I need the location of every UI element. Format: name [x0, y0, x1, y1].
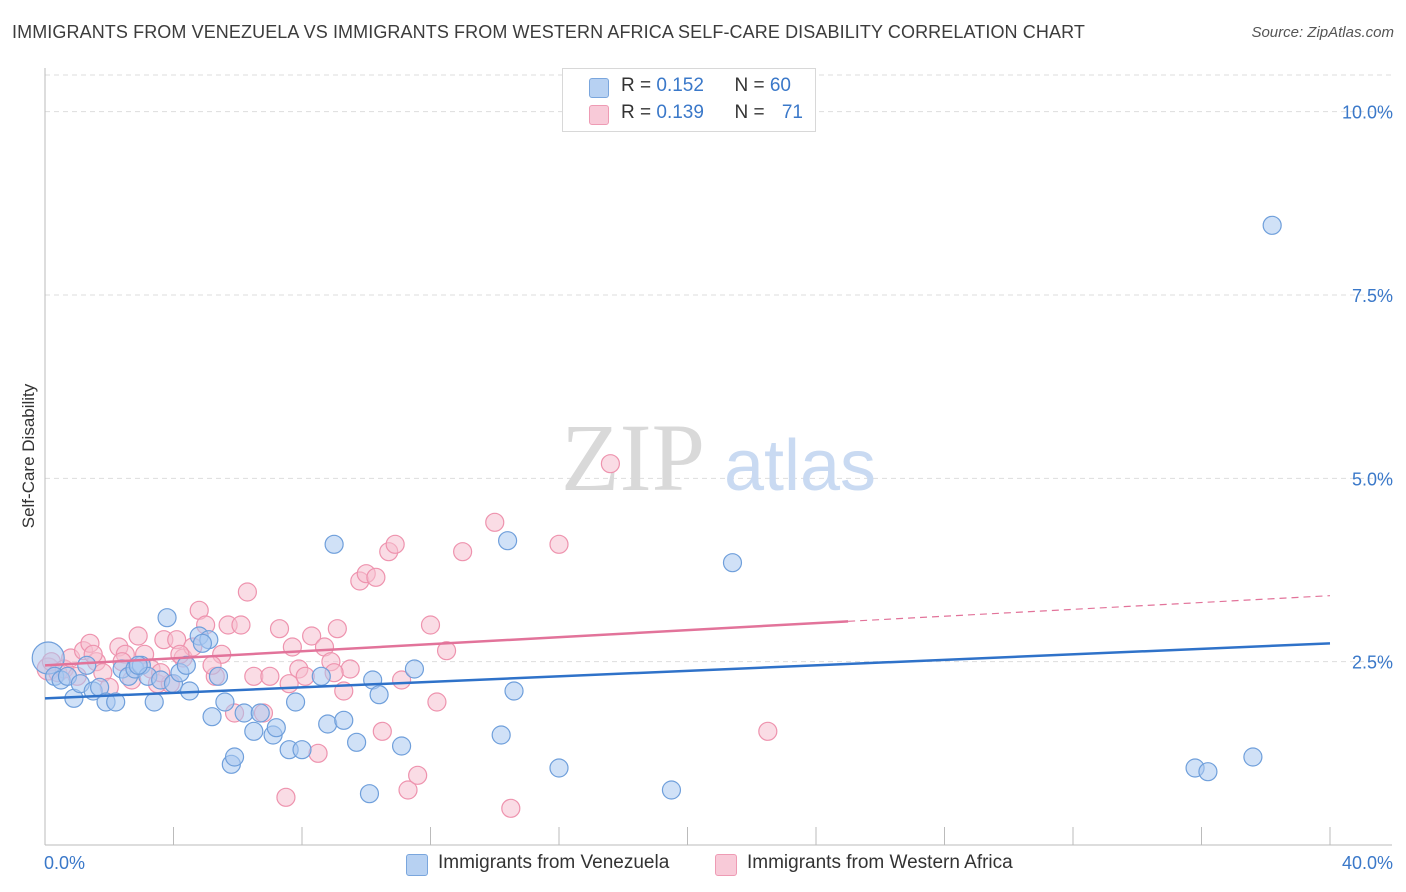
bottom-legend-swatch-venezuela	[406, 854, 428, 876]
point-western-africa	[340, 659, 360, 679]
point-western-africa	[279, 674, 299, 694]
point-venezuela	[176, 655, 196, 675]
bottom-legend-label-venezuela: Immigrants from Venezuela	[438, 852, 670, 873]
point-venezuela	[722, 553, 743, 573]
point-western-africa	[260, 666, 280, 686]
point-venezuela	[266, 718, 286, 738]
legend-r-value-western-africa: 0.139	[656, 102, 704, 123]
trend-line-western-africa	[44, 620, 849, 667]
point-western-africa	[128, 626, 148, 646]
point-western-africa	[308, 743, 328, 763]
point-venezuela	[208, 666, 229, 686]
point-western-africa	[237, 582, 257, 602]
point-western-africa	[408, 765, 428, 785]
point-western-africa	[302, 626, 322, 646]
point-venezuela	[292, 740, 312, 760]
point-venezuela	[234, 703, 254, 723]
x-tick-label: 0.0%	[44, 853, 85, 873]
point-western-africa	[501, 798, 521, 818]
point-venezuela	[549, 758, 569, 778]
y-tick-label: 7.5%	[1352, 286, 1393, 306]
point-western-africa	[453, 542, 473, 562]
point-western-africa	[327, 619, 347, 639]
point-venezuela	[224, 747, 245, 767]
point-western-africa	[600, 454, 621, 474]
x-tick-label: 40.0%	[1342, 853, 1393, 873]
point-venezuela	[1262, 215, 1282, 235]
point-western-africa	[436, 641, 457, 661]
point-western-africa	[427, 692, 447, 712]
source-label: Source: ZipAtlas.com	[1251, 24, 1394, 41]
point-venezuela	[250, 703, 270, 723]
point-venezuela	[144, 692, 164, 712]
watermark: ZIP atlas	[561, 404, 876, 511]
y-axis-label: Self-Care Disability	[19, 383, 38, 528]
legend-r-label: R =	[621, 102, 657, 123]
legend-r-value-venezuela: 0.152	[656, 75, 704, 96]
point-western-africa	[485, 512, 505, 532]
point-venezuela	[1243, 747, 1263, 767]
y-tick-label: 5.0%	[1352, 469, 1393, 489]
point-venezuela	[106, 692, 126, 712]
watermark-atlas: atlas	[724, 426, 876, 506]
point-venezuela	[334, 710, 354, 730]
point-western-africa	[549, 534, 569, 554]
point-venezuela	[324, 534, 344, 554]
chart-title: IMMIGRANTS FROM VENEZUELA VS IMMIGRANTS …	[12, 22, 1085, 42]
tick-labels: 2.5% 5.0% 7.5% 10.0% 0.0% 40.0%	[44, 103, 1393, 873]
point-western-africa	[244, 666, 264, 686]
legend-r-label: R =	[621, 75, 657, 96]
point-venezuela	[369, 685, 389, 705]
point-western-africa	[295, 666, 315, 686]
point-venezuela	[202, 707, 222, 727]
point-western-africa	[385, 534, 405, 554]
point-venezuela	[318, 714, 338, 734]
point-western-africa	[398, 780, 418, 800]
point-western-africa	[420, 615, 441, 635]
series-venezuela-points	[31, 215, 1282, 804]
point-venezuela	[311, 666, 331, 686]
legend-n-value-western-africa: 71	[781, 102, 803, 123]
point-western-africa	[758, 721, 778, 741]
y-tick-label: 2.5%	[1352, 653, 1393, 673]
point-venezuela	[347, 732, 367, 752]
point-venezuela	[491, 725, 511, 745]
point-venezuela	[77, 655, 97, 675]
point-venezuela	[391, 736, 412, 756]
trend-lines	[44, 595, 1331, 700]
point-venezuela	[498, 531, 518, 551]
point-venezuela	[244, 721, 264, 741]
legend: R = 0.152 N = 60 R = 0.139 N = 71	[562, 68, 816, 132]
legend-swatch-venezuela	[589, 78, 609, 98]
point-venezuela	[157, 608, 177, 628]
point-western-africa	[372, 721, 392, 741]
legend-n-label: N =	[734, 75, 770, 96]
trend-line-western-africa-extension	[848, 595, 1331, 622]
trend-line-venezuela	[44, 642, 1331, 700]
gridlines	[45, 74, 1392, 663]
point-western-africa	[269, 619, 290, 639]
point-venezuela	[192, 633, 213, 653]
legend-swatch-western-africa	[589, 105, 609, 125]
legend-n-value-venezuela: 60	[769, 75, 791, 96]
point-western-africa	[276, 787, 296, 807]
point-venezuela	[404, 659, 425, 679]
bottom-legend-swatch-western-africa	[715, 854, 737, 876]
point-venezuela	[504, 681, 524, 701]
y-tick-label: 10.0%	[1342, 103, 1393, 123]
point-western-africa	[231, 615, 251, 635]
point-venezuela	[285, 692, 306, 712]
point-venezuela	[661, 780, 682, 800]
point-western-africa	[366, 567, 386, 587]
point-venezuela	[215, 692, 235, 712]
point-venezuela	[359, 784, 380, 804]
watermark-zip: ZIP	[561, 404, 705, 511]
bottom-legend-label-western-africa: Immigrants from Western Africa	[747, 852, 1013, 873]
axes	[44, 68, 1392, 846]
point-venezuela	[1198, 762, 1218, 782]
legend-n-label: N =	[734, 102, 770, 123]
